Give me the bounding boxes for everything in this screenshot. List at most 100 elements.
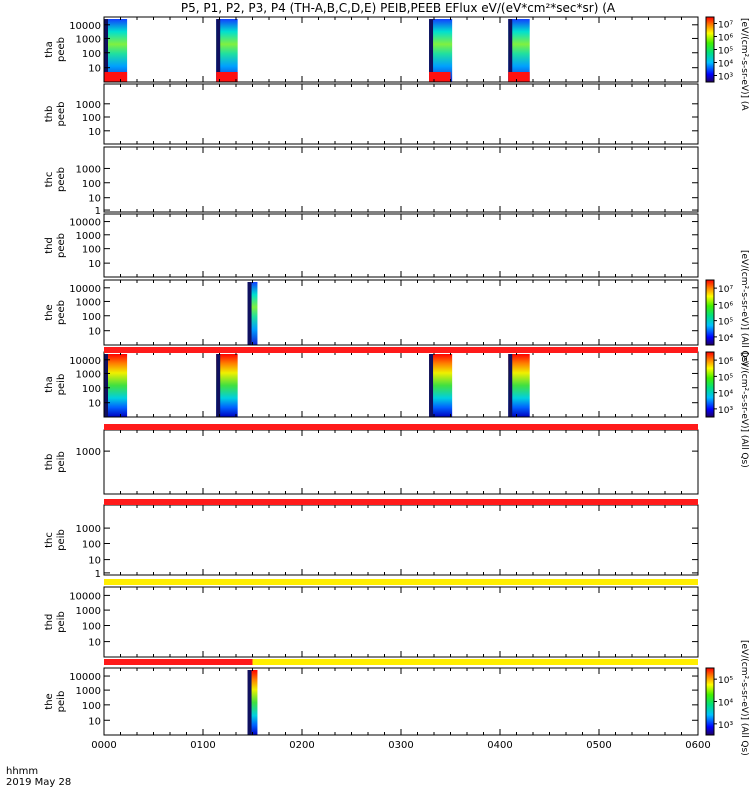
panel-inst-label: peib: [56, 451, 67, 473]
colorbar-strip: [705, 16, 715, 83]
status-band: [104, 579, 698, 585]
panel-probe-label: thc: [44, 172, 55, 188]
panel-probe-label: the: [44, 693, 55, 709]
x-axis: 0000 0100 0200 0300 0400 0500 0600: [91, 740, 710, 751]
panel-frame: [103, 146, 699, 213]
colorbar-tick-label: 10³: [718, 721, 733, 731]
y-tick-label: 10: [88, 716, 101, 727]
low-energy-band: [429, 72, 451, 82]
panel-inst-label: peib: [56, 374, 67, 396]
colorbar-tick-label: 10⁷: [718, 21, 733, 31]
footer-date: 2019 May 28: [6, 777, 71, 788]
data-block-edge: [247, 282, 252, 345]
data-block: [429, 354, 453, 417]
colorbar: 10⁶ 10⁵ 10⁴ 10³ [eV/(cm²-s-sr-eV)] (All Qs): [705, 351, 749, 468]
data-block: [247, 282, 258, 345]
panel-tha-peeb: 10000 1000 100 10 tha peeb: [44, 16, 699, 83]
figure-title: P5, P1, P2, P3, P4 (TH-A,B,C,D,E) PEIB,P…: [181, 1, 616, 15]
data-block-edge: [104, 19, 108, 82]
x-tick-label: 0200: [289, 740, 314, 751]
y-tick-label: 100: [82, 312, 101, 323]
data-block-edge: [216, 354, 221, 417]
y-tick-label: 100: [82, 622, 101, 633]
colorbar-label: [eV/(cm²-s-sr-eV)] (All Qs): [739, 640, 749, 756]
y-tick-label: 10: [88, 259, 101, 270]
status-band: [104, 659, 253, 665]
y-tick-label: 100: [82, 113, 101, 124]
panel-probe-label: thd: [44, 237, 55, 254]
panel-frame: [103, 16, 699, 83]
panel-probe-label: tha: [44, 41, 55, 57]
y-tick-label: 1000: [76, 34, 101, 45]
y-tick-label: 1000: [76, 447, 101, 458]
data-block-edge: [508, 354, 513, 417]
low-energy-band: [508, 72, 530, 82]
colorbar-tick-label: 10⁷: [718, 285, 733, 295]
footer-hhmm: hhmm: [6, 766, 38, 777]
colorbar-tick-label: 10⁶: [718, 357, 733, 367]
colorbar-tick-label: 10⁴: [718, 60, 733, 70]
y-tick-label: 1000: [76, 231, 101, 242]
data-block-edge: [247, 670, 252, 735]
panel-frame: [103, 213, 699, 278]
data-block-edge: [429, 354, 434, 417]
data-block: [216, 19, 238, 82]
y-tick-label: 10000: [69, 672, 101, 683]
y-tick-label: 1000: [76, 164, 101, 175]
colorbar-tick-label: 10⁶: [718, 34, 733, 44]
y-tick-label: 1: [95, 206, 101, 217]
colorbar-strip: [705, 667, 715, 736]
status-band: [104, 347, 698, 353]
status-band: [252, 659, 698, 665]
y-tick-label: 10: [88, 327, 101, 338]
colorbar: 10⁷ 10⁶ 10⁵ 10⁴ [eV/(cm²-s-sr-eV)] (All Qs): [705, 250, 749, 366]
colorbar-strip: [705, 279, 715, 346]
panel-probe-label: tha: [44, 376, 55, 392]
data-block-edge: [508, 19, 513, 82]
panel-frame: [103, 429, 699, 495]
panel-probe-label: thd: [44, 614, 55, 631]
panel-thb-peeb: 1000 100 10 thb peeb: [44, 83, 699, 145]
colorbar-label: [eV/(cm²-s-sr-eV)] (All Qs): [739, 250, 749, 366]
colorbar: 10⁵ 10⁴ 10³ [eV/(cm²-s-sr-eV)] (All Qs): [705, 640, 749, 756]
colorbar-tick-label: 10⁵: [718, 318, 733, 328]
data-block: [247, 670, 258, 735]
panel-frame: [103, 83, 699, 145]
y-tick-label: 1000: [76, 297, 101, 308]
panel-the-peib: 10000 1000 100 10 the peib: [44, 667, 699, 736]
status-band: [104, 424, 698, 430]
y-tick-label: 10000: [69, 284, 101, 295]
x-tick-label: 0300: [388, 740, 413, 751]
y-tick-label: 10: [88, 127, 101, 138]
colorbar-tick-label: 10⁴: [718, 699, 733, 709]
status-bands: [104, 347, 698, 665]
panel-frame: [103, 351, 699, 418]
colorbar-strip: [705, 351, 715, 418]
y-tick-label: 1000: [76, 606, 101, 617]
panel-thd-peeb: 10000 1000 100 10 thd peeb: [44, 213, 699, 278]
x-tick-label: 0400: [487, 740, 512, 751]
panel-frame: [103, 279, 699, 346]
y-tick-label: 10000: [69, 591, 101, 602]
x-tick-label: 0100: [190, 740, 215, 751]
panel-frame: [103, 667, 699, 736]
colorbar-tick-label: 10³: [718, 406, 733, 416]
low-energy-band: [104, 72, 128, 82]
y-tick-label: 1000: [76, 524, 101, 535]
y-tick-label: 10: [88, 64, 101, 75]
y-tick-label: 10: [88, 638, 101, 649]
y-tick-label: 100: [82, 701, 101, 712]
colorbar: 10⁷ 10⁶ 10⁵ 10⁴ 10³ [eV/(cm²-s-sr-eV)] (A: [705, 16, 749, 111]
colorbar-tick-label: 10³: [718, 73, 733, 83]
panel-inst-label: peeb: [56, 102, 67, 127]
y-tick-label: 1000: [76, 100, 101, 111]
y-tick-label: 100: [82, 49, 101, 60]
y-tick-label: 1000: [76, 686, 101, 697]
colorbar-tick-label: 10⁵: [718, 676, 733, 686]
data-block: [429, 19, 453, 82]
panel-inst-label: peeb: [56, 233, 67, 258]
y-tick-label: 10: [88, 194, 101, 205]
